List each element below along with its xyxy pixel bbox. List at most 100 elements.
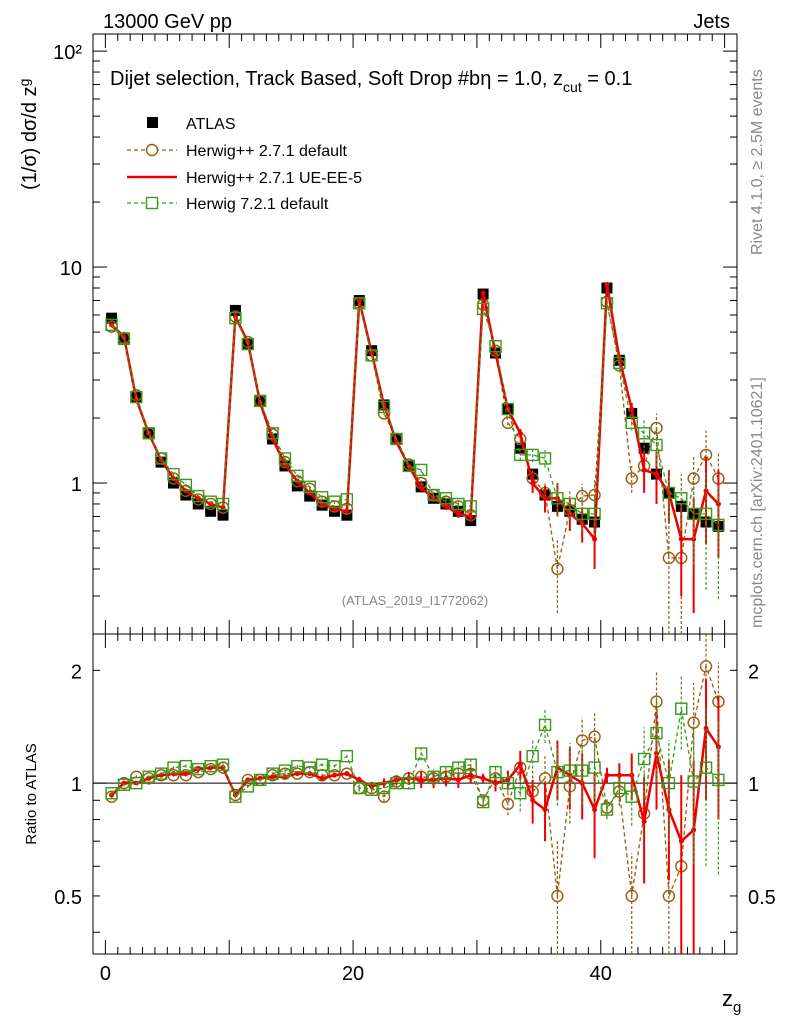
ratio-herwig72-point	[204, 759, 217, 773]
ratio-herwig-ue-point	[245, 777, 251, 783]
main-herwig72-point	[427, 488, 440, 502]
main-herwig-default-point	[551, 562, 564, 576]
ratio-herwig-ue-point	[493, 780, 498, 786]
legend-marker-herwig-default	[145, 143, 159, 157]
ratio-herwig72-point	[167, 761, 180, 774]
ratio-herwig72-point	[241, 780, 255, 793]
main-herwig72-point	[229, 311, 242, 325]
ratio-herwig72-point	[613, 781, 626, 795]
main-atlas-point	[304, 490, 316, 502]
ratio-herwig-default-point	[662, 889, 676, 903]
main-atlas-point	[217, 509, 229, 521]
ratio-herwig72-point	[489, 765, 502, 779]
ratio-herwig72-point	[662, 776, 676, 790]
ratio-herwig-default-point	[575, 734, 589, 747]
ratio-herwig72-point	[340, 749, 354, 763]
main-herwig-ue-point	[542, 495, 548, 501]
ratio-herwig-ue-point	[505, 777, 511, 783]
main-herwig72-point	[588, 507, 601, 521]
x-axis-label: zg	[722, 986, 741, 1016]
main-herwig72-point	[365, 349, 378, 362]
ratio-herwig72-point	[687, 775, 700, 788]
main-series-group	[105, 282, 725, 634]
main-herwig72-point	[390, 432, 403, 446]
ratio-herwig-ue-point	[344, 771, 350, 777]
ratio-herwig-ue-point	[517, 762, 523, 768]
ratio-herwig-ue-point	[393, 777, 399, 783]
side-text-rivet: Rivet 4.1.0, ≥ 2.5M events	[749, 69, 766, 255]
main-atlas-point	[168, 477, 179, 489]
main-herwig72-point	[650, 438, 663, 452]
ratio-herwig-ue-point	[604, 772, 610, 778]
main-herwig72-point	[563, 497, 577, 511]
side-text-mcplots: mcplots.cern.ch [arXiv:2401.10621]	[749, 377, 766, 628]
ratio-herwig72-point	[650, 726, 663, 740]
main-herwig-ue-point	[455, 511, 461, 517]
ratio-herwig-ue-point	[678, 838, 684, 844]
ratio-herwig72-point	[154, 767, 168, 780]
ratio-herwig72-point	[253, 773, 267, 787]
ratio-herwig72-point	[637, 752, 651, 766]
ratio-y-tick-label: 1	[71, 774, 82, 796]
ratio-herwig72-point	[600, 803, 614, 816]
ratio-herwig-ue-point	[641, 818, 647, 824]
ratio-herwig72-point	[291, 759, 304, 773]
ratio-herwig-ue-point	[530, 797, 536, 803]
ratio-herwig72-point	[402, 776, 416, 790]
ratio-herwig-ue-point	[691, 827, 697, 833]
main-herwig72-point	[204, 495, 217, 508]
ratio-axis-ticks: 0.5 0.51 12 20 20 40	[54, 634, 776, 985]
main-herwig72-point	[687, 507, 700, 521]
ratio-herwig-ue-point	[468, 772, 474, 778]
ratio-herwig72-point	[538, 718, 552, 732]
main-herwig72-point	[538, 452, 552, 465]
ratio-herwig72-point	[179, 759, 193, 773]
main-herwig72-point	[353, 297, 366, 310]
main-herwig72-point	[637, 427, 651, 440]
main-herwig72-point	[154, 452, 168, 465]
ratio-herwig-ue-point	[332, 772, 337, 778]
main-herwig-ue-point	[418, 485, 424, 491]
main-herwig-ue-point	[703, 488, 709, 494]
main-herwig72-point	[414, 463, 428, 477]
main-herwig-ue-point	[678, 536, 684, 542]
main-herwig72-point	[291, 469, 304, 483]
main-herwig72-point	[489, 340, 502, 353]
ratio-herwig-ue-point	[270, 774, 276, 780]
main-herwig72-point	[328, 495, 341, 508]
main-y-tick-label: 10	[60, 258, 82, 280]
ratio-herwig72-point	[130, 776, 143, 790]
main-herwig72-point	[278, 452, 292, 465]
ratio-herwig72-point	[377, 781, 391, 795]
main-herwig72-point	[600, 297, 614, 310]
ratio-y-tick-label-right: 0.5	[748, 887, 776, 909]
ratio-herwig72-point	[563, 764, 577, 777]
ratio-herwig72-point	[390, 776, 403, 790]
main-herwig-ue-point	[356, 298, 362, 304]
ratio-herwig-ue-point	[542, 807, 548, 813]
ratio-herwig72-point	[712, 773, 725, 787]
main-herwig72-point	[241, 337, 255, 351]
main-herwig-ue-point	[344, 508, 350, 514]
ratio-herwig72-point	[575, 764, 589, 777]
ratio-herwig72-point	[427, 770, 440, 783]
legend: ATLAS Herwig++ 2.7.1 default Herwig++ 2.…	[127, 116, 362, 213]
ratio-herwig-ue-point	[654, 750, 659, 756]
main-herwig72-point	[142, 427, 155, 440]
ratio-herwig72-point	[216, 758, 230, 771]
main-herwig72-point	[315, 490, 329, 504]
main-atlas-point	[106, 312, 118, 324]
ratio-herwig-ue-point	[183, 771, 189, 777]
main-herwig72-point	[514, 448, 527, 462]
main-atlas-point	[192, 498, 204, 510]
ratio-herwig72-point	[526, 749, 539, 763]
legend-label-herwig-default: Herwig++ 2.7.1 default	[186, 143, 348, 160]
main-herwig72-point	[216, 497, 230, 511]
analysis-id: (ATLAS_2019_I1772062)	[342, 593, 488, 608]
main-herwig-ue-point	[604, 282, 610, 288]
main-atlas-point	[514, 442, 526, 454]
ratio-plot-frame	[92, 633, 738, 955]
ratio-herwig72-point	[501, 776, 515, 790]
main-atlas-point	[291, 480, 303, 492]
main-herwig72-point	[179, 478, 193, 492]
